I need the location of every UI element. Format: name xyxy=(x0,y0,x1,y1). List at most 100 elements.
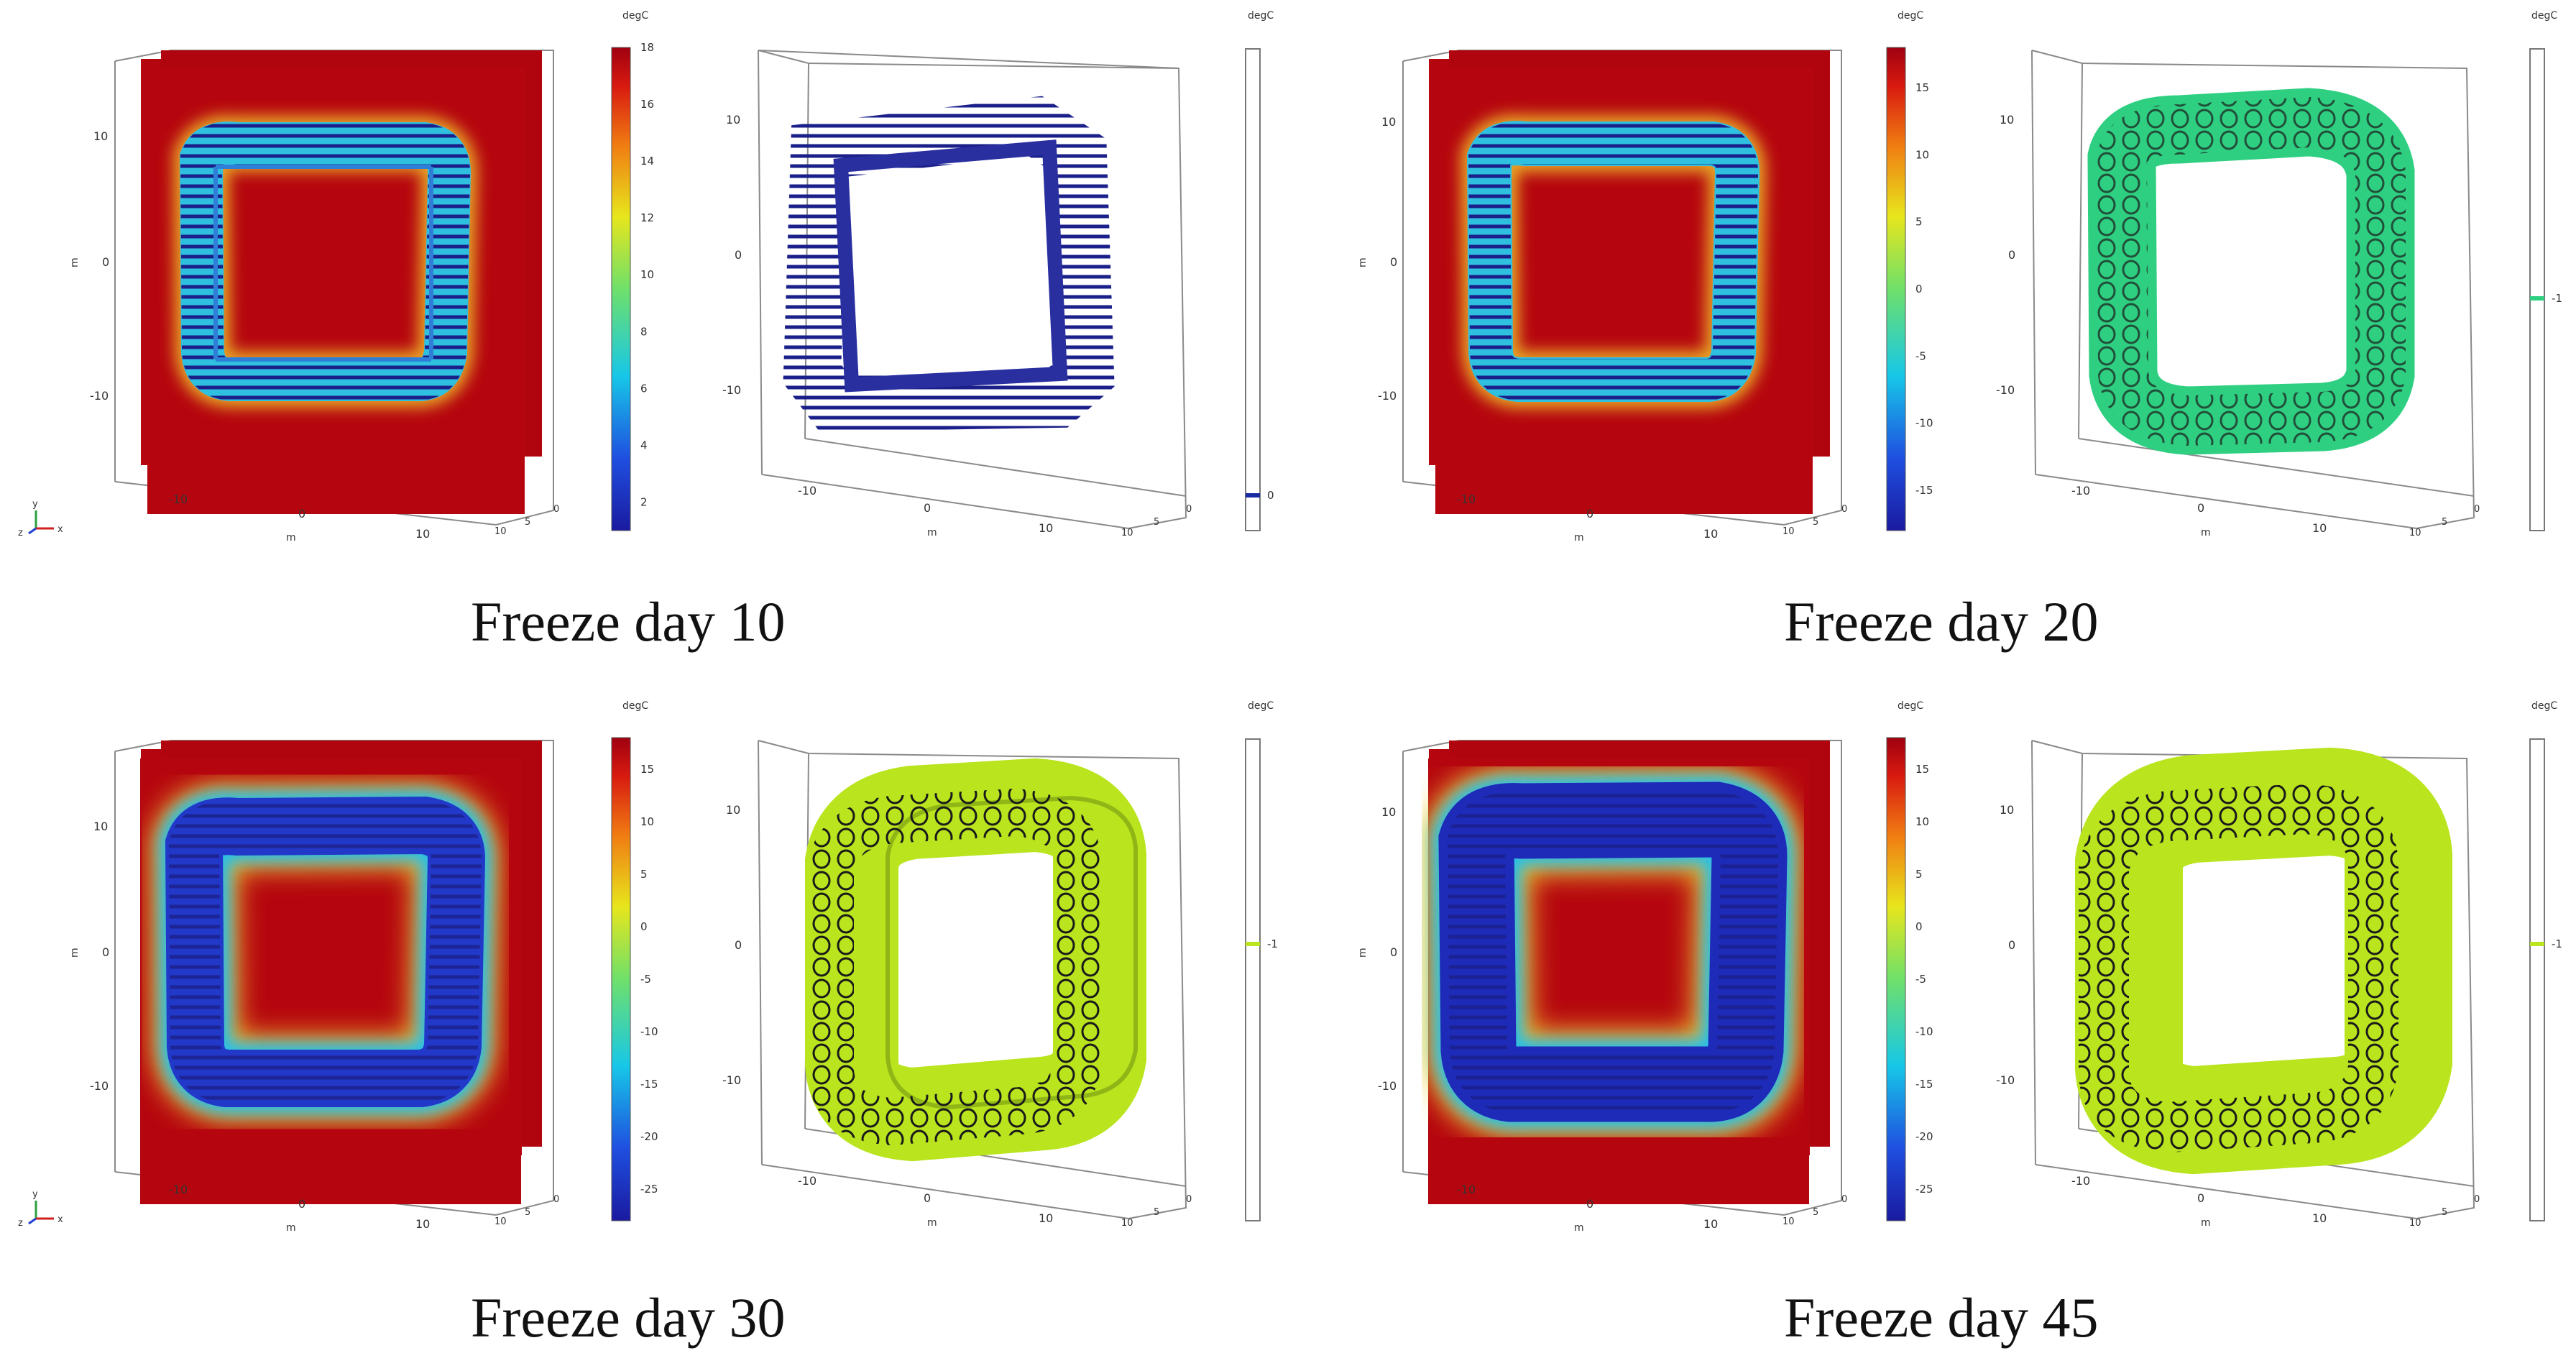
colorbar-tick-label: -15 xyxy=(1915,484,1933,497)
colorbar-tick-label: 5 xyxy=(1915,868,1923,881)
figure-caption: Freeze day 30 xyxy=(471,1286,786,1349)
iso-axis-ticks: 10 0 -10 -10 0 10 m 0 5 10 xyxy=(722,803,1192,1229)
frozen-ring-day45 xyxy=(1422,765,1804,1138)
colorbar-unit: degC xyxy=(1898,10,1923,22)
isosurface-colorbar xyxy=(1245,738,1261,1221)
svg-text:10: 10 xyxy=(726,113,740,127)
axis-triad: y x z xyxy=(18,1189,63,1229)
isosurface-colorbar xyxy=(2529,738,2545,1221)
svg-text:10: 10 xyxy=(93,129,108,143)
slice-axis-ticks: 10 0 -10 m -10 0 10 m 0 5 10 xyxy=(1357,805,1847,1234)
figure-day-20: 10 0 -10 m -10 0 10 m 0 5 10 degC 15 10 5 0… xyxy=(1288,0,2576,683)
triad-y-label: y xyxy=(32,1189,38,1200)
slice-axis-ticks: 10 0 -10 m -10 0 10 m 0 5 10 xyxy=(69,129,559,544)
triad-z-label: z xyxy=(18,528,23,538)
svg-text:0: 0 xyxy=(298,507,305,521)
svg-text:m: m xyxy=(286,532,296,544)
figure-caption: Freeze day 20 xyxy=(1784,590,2099,653)
svg-text:0: 0 xyxy=(924,501,931,515)
colorbar-unit: degC xyxy=(1898,700,1923,712)
svg-text:-10: -10 xyxy=(1378,389,1397,403)
frozen-ring-day20 xyxy=(1460,114,1767,408)
isosurface-level-label: -1 xyxy=(2552,292,2562,305)
colorbar-tick-label: -20 xyxy=(640,1130,658,1143)
figure-day-10: 10 0 -10 m -10 0 10 m 0 5 10 degC 18 16 14… xyxy=(0,0,1288,683)
svg-text:10: 10 xyxy=(494,1216,507,1227)
colorbar-tick-label: 5 xyxy=(1915,216,1923,229)
svg-text:-10: -10 xyxy=(722,1073,741,1087)
svg-text:-10: -10 xyxy=(1457,492,1476,506)
svg-text:10: 10 xyxy=(1121,528,1133,538)
svg-text:-10: -10 xyxy=(169,492,188,506)
colorbar-tick-label: -25 xyxy=(1915,1183,1933,1196)
svg-text:10: 10 xyxy=(415,1217,430,1231)
svg-text:0: 0 xyxy=(1186,1194,1192,1205)
svg-text:m: m xyxy=(1574,532,1584,544)
svg-text:0: 0 xyxy=(735,938,742,952)
svg-text:0: 0 xyxy=(2197,501,2204,515)
figure-day-45-graphic: 10 0 -10 m -10 0 10 m 0 5 10 degC 151050… xyxy=(1357,700,2562,1234)
colorbar-tick-label: -10 xyxy=(640,1025,658,1038)
svg-text:10: 10 xyxy=(1782,1216,1795,1227)
svg-text:-10: -10 xyxy=(2071,1174,2090,1188)
svg-text:5: 5 xyxy=(2442,517,2447,528)
isosurface-unit: degC xyxy=(1248,10,1274,22)
svg-text:m: m xyxy=(286,1222,296,1234)
svg-text:-10: -10 xyxy=(1457,1183,1476,1196)
svg-text:10: 10 xyxy=(726,803,740,817)
svg-text:10: 10 xyxy=(93,820,108,833)
svg-text:0: 0 xyxy=(924,1191,931,1205)
svg-text:-10: -10 xyxy=(169,1183,188,1196)
svg-text:0: 0 xyxy=(735,248,742,262)
svg-text:10: 10 xyxy=(1381,115,1396,129)
svg-text:10: 10 xyxy=(494,526,507,537)
triad-x-label: x xyxy=(58,524,63,535)
svg-text:-10: -10 xyxy=(722,383,741,397)
figure-day-30-graphic: 10 0 -10 m -10 0 10 m 0 5 10 degC 151050… xyxy=(18,700,1278,1234)
colorbar-tick-label: 10 xyxy=(1915,148,1929,161)
isosurface-unit: degC xyxy=(2531,700,2557,712)
svg-text:10: 10 xyxy=(2312,521,2327,535)
svg-text:10: 10 xyxy=(1039,1211,1053,1225)
svg-text:m: m xyxy=(1357,257,1368,267)
svg-text:0: 0 xyxy=(1841,504,1847,515)
svg-text:-10: -10 xyxy=(1378,1079,1397,1093)
slice-axis-ticks: 10 0 -10 m -10 0 10 m 0 5 10 xyxy=(69,820,559,1234)
frozen-isosurface-day30 xyxy=(805,758,1146,1162)
svg-text:0: 0 xyxy=(1586,1197,1593,1211)
svg-text:10: 10 xyxy=(415,527,430,541)
figure-day-30: 10 0 -10 m -10 0 10 m 0 5 10 degC 15 10 5 0… xyxy=(0,690,1288,1371)
svg-text:-10: -10 xyxy=(1996,1073,2015,1087)
colorbar-ticks: 15 10 5 0 -5 -10 -15 -20 -25 xyxy=(1915,763,1933,1196)
iso-plot-box xyxy=(2031,50,2475,529)
svg-text:-10: -10 xyxy=(1996,383,2015,397)
svg-text:m: m xyxy=(927,527,937,538)
colorbar-tick-label: -5 xyxy=(1915,973,1926,986)
frozen-isosurface-day45 xyxy=(2075,747,2452,1175)
colorbar-ticks: 15 10 5 0 -5 -10 -15 xyxy=(1915,81,1933,497)
svg-text:10: 10 xyxy=(1121,1218,1133,1229)
colorbar-ticks: 15 10 5 0 -5 -10 -15 -20 -25 xyxy=(640,763,658,1196)
svg-text:-10: -10 xyxy=(90,1079,109,1093)
colorbar-ticks: 18 16 14 12 10 8 6 4 2 xyxy=(640,41,654,508)
svg-text:m: m xyxy=(69,948,80,958)
svg-text:10: 10 xyxy=(2409,1218,2421,1229)
frozen-ring-day10 xyxy=(172,115,478,408)
svg-text:0: 0 xyxy=(102,255,109,269)
colorbar-tick-label: 10 xyxy=(640,268,654,281)
svg-text:10: 10 xyxy=(1381,805,1396,819)
svg-text:0: 0 xyxy=(1586,507,1593,521)
svg-text:5: 5 xyxy=(1154,517,1159,528)
colorbar-tick-label: 10 xyxy=(640,815,654,828)
colorbar-tick-label: -15 xyxy=(1915,1078,1933,1091)
figure-day-45: 10 0 -10 m -10 0 10 m 0 5 10 degC 15 10 5 0… xyxy=(1288,690,2576,1371)
svg-text:-10: -10 xyxy=(2071,484,2090,497)
svg-text:10: 10 xyxy=(1703,527,1718,541)
triad-x-label: x xyxy=(58,1214,63,1225)
frozen-ring-day30 xyxy=(150,781,500,1122)
colorbar-tick-label: 16 xyxy=(640,98,654,111)
colorbar-tick-label: 8 xyxy=(640,325,648,338)
isosurface-unit: degC xyxy=(2531,10,2557,22)
svg-text:0: 0 xyxy=(1841,1194,1847,1205)
svg-text:0: 0 xyxy=(1186,504,1192,515)
